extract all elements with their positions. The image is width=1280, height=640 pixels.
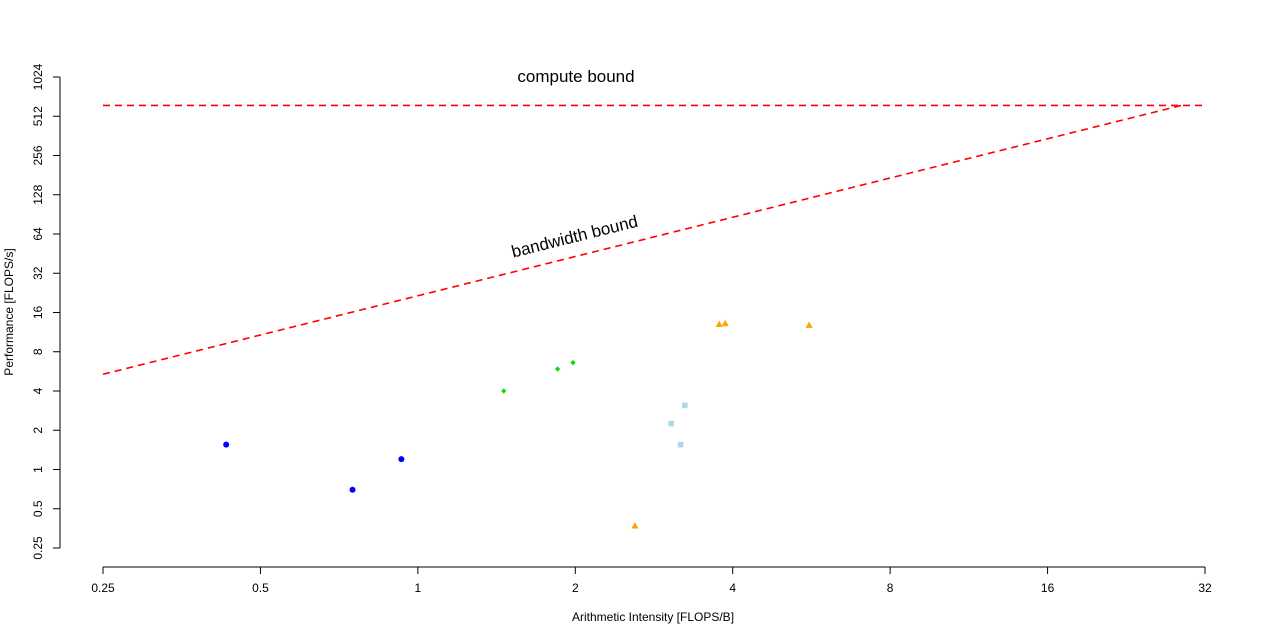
data-point-square: [668, 420, 674, 427]
data-point-triangle: [631, 522, 639, 529]
roofline: compute bound bandwidth bound: [102, 67, 1205, 376]
x-tick-label: 8: [887, 581, 894, 595]
data-point-diamond: [501, 388, 507, 394]
data-point-square: [682, 402, 688, 409]
axes: 0.25 0.5 1 2 4 8 16 32 0.25 0.5 1 2 4 8 16 32 64 128 256 5…: [31, 63, 1212, 595]
y-tick-label: 64: [31, 227, 45, 241]
data-point-diamond: [554, 366, 561, 372]
x-axis-title: Arithmetic Intensity [FLOPS/B]: [572, 610, 734, 624]
x-tick-label: 32: [1198, 581, 1212, 595]
data-point-diamond: [570, 360, 576, 366]
y-tick-label: 256: [31, 145, 45, 165]
y-tick-label: 1024: [31, 63, 45, 90]
y-ticks: 0.25 0.5 1 2 4 8 16 32 64 128 256 512 1024: [31, 63, 60, 560]
bandwidth-bound-label: bandwidth bound: [510, 212, 640, 262]
x-tick-label: 1: [415, 581, 422, 595]
data-point-triangle: [715, 320, 723, 327]
x-tick-label: 0.5: [252, 581, 269, 595]
data-point-circle: [398, 456, 405, 463]
y-tick-label: 128: [31, 184, 45, 204]
data-points: [223, 319, 813, 529]
y-tick-label: 2: [31, 427, 45, 434]
y-tick-label: 512: [31, 106, 45, 126]
y-tick-label: 0.25: [31, 536, 45, 560]
data-point-triangle: [721, 319, 729, 327]
x-ticks: 0.25 0.5 1 2 4 8 16 32: [91, 567, 1212, 595]
x-tick-label: 0.25: [91, 581, 115, 595]
y-tick-label: 4: [31, 387, 45, 394]
y-tick-label: 16: [31, 306, 45, 320]
y-axis-title: Performance [FLOPS/s]: [2, 248, 16, 375]
y-tick-label: 1: [31, 466, 45, 473]
y-tick-label: 8: [31, 348, 45, 355]
y-tick-label: 32: [31, 266, 45, 280]
data-point-circle: [223, 441, 230, 448]
data-point-triangle: [805, 321, 813, 328]
x-tick-label: 2: [572, 581, 579, 595]
x-tick-label: 16: [1041, 581, 1055, 595]
x-tick-label: 4: [729, 581, 736, 595]
data-point-square: [677, 441, 684, 448]
data-point-circle: [349, 486, 356, 493]
y-tick-label: 0.5: [31, 500, 45, 517]
bandwidth-bound-line: [102, 104, 1182, 376]
compute-bound-label: compute bound: [517, 67, 634, 86]
